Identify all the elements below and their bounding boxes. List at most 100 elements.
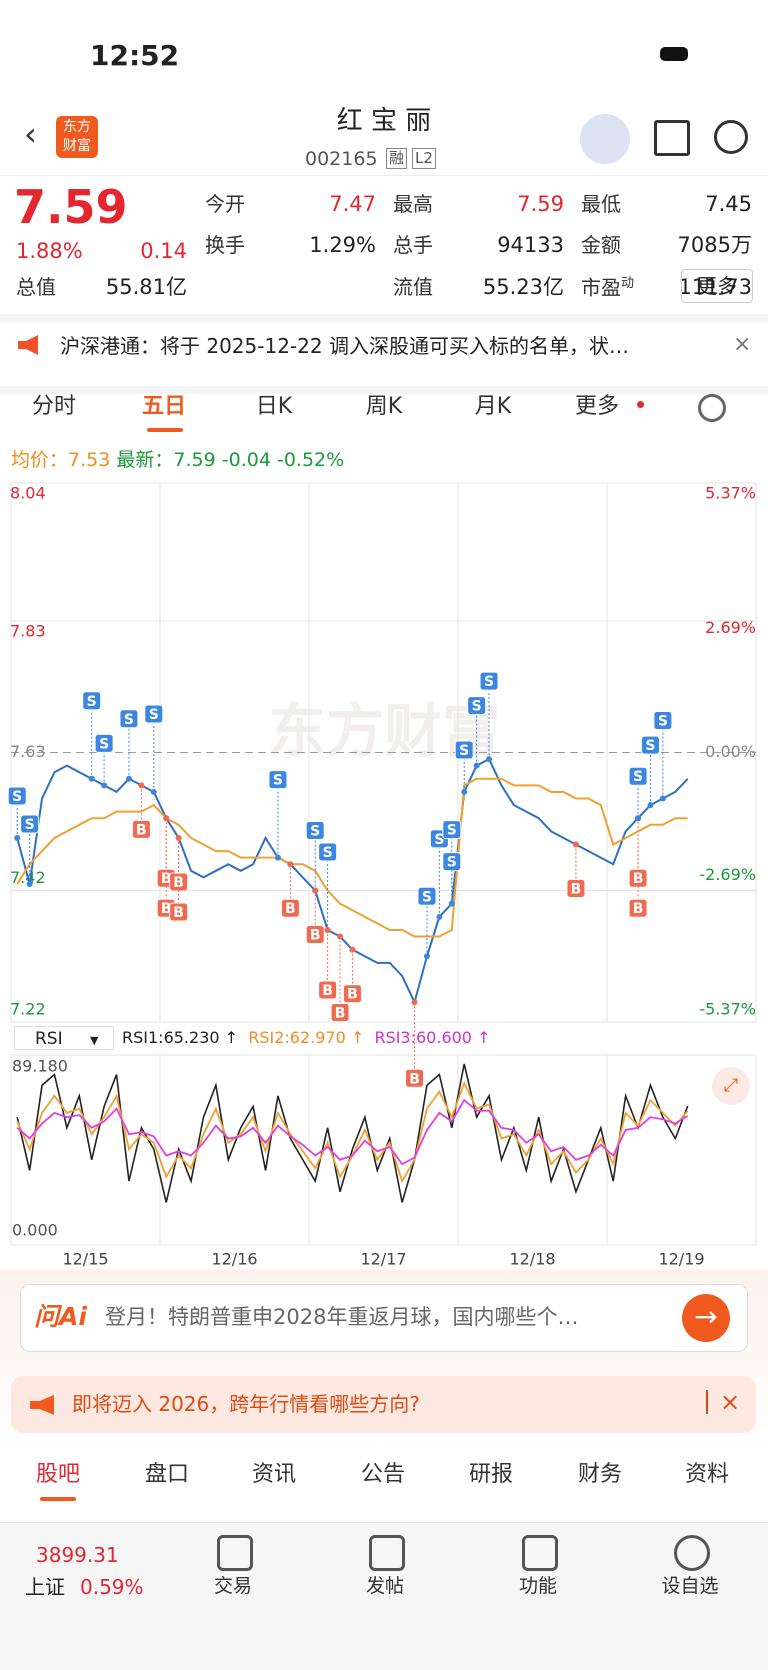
marker-dot xyxy=(486,756,493,763)
marker-dot xyxy=(88,775,95,782)
ai-bar[interactable] xyxy=(20,1284,748,1352)
marker-label: S xyxy=(459,743,469,759)
banner[interactable] xyxy=(11,1376,756,1433)
banner-close[interactable]: × xyxy=(706,1390,740,1414)
marker-badge xyxy=(653,711,673,731)
field-label: 今开 xyxy=(205,192,245,216)
marker-dot xyxy=(461,788,468,795)
series-line xyxy=(16,1098,689,1166)
expand-button[interactable]: ⤢ xyxy=(712,1067,750,1105)
marker-badge xyxy=(268,770,288,790)
marker-dot xyxy=(138,782,145,789)
field-label: 总值 xyxy=(16,275,56,299)
marker-badge xyxy=(280,898,300,918)
tab[interactable]: 分时 xyxy=(31,394,77,419)
bottom-tab[interactable]: 公告 xyxy=(360,1462,406,1487)
assistant-avatar[interactable] xyxy=(580,114,630,164)
marker-dot xyxy=(473,762,480,769)
bottom-tab[interactable]: 股吧 xyxy=(35,1462,81,1487)
marker-label: B xyxy=(310,928,321,944)
notice-bar[interactable] xyxy=(0,314,768,394)
logo-text: 东方 xyxy=(63,119,91,135)
logo-text: 财富 xyxy=(63,138,91,154)
close-button[interactable]: × xyxy=(733,332,752,357)
marker-dot xyxy=(26,880,33,887)
bottom-tab[interactable]: 资讯 xyxy=(251,1462,297,1487)
y-tick-label: 7.63 xyxy=(10,742,46,761)
bottom-tab[interactable]: 资料 xyxy=(684,1462,730,1487)
bottom-tab[interactable]: 研报 xyxy=(468,1462,514,1487)
index-value[interactable]: 3899.31 xyxy=(36,1543,119,1567)
rsi-tick-label: 89.180 xyxy=(12,1057,68,1076)
tab[interactable]: 五日 xyxy=(141,394,187,419)
marker-badge xyxy=(7,786,27,806)
ai-logo: 问Ai xyxy=(34,1302,87,1331)
field-value: 111.73 xyxy=(678,275,752,299)
tab[interactable]: 周K xyxy=(365,394,403,419)
marker-label: S xyxy=(633,769,643,785)
marker-dot xyxy=(163,815,170,822)
nav-label[interactable]: 交易 xyxy=(213,1575,253,1597)
field-value: 7.47 xyxy=(329,192,376,216)
share-button[interactable] xyxy=(654,120,690,156)
marker-badge xyxy=(318,980,338,1000)
nav-icon[interactable] xyxy=(674,1535,710,1571)
bottom-tab[interactable]: 盘口 xyxy=(144,1462,190,1487)
marker-label: S xyxy=(124,712,134,728)
marker-label: S xyxy=(99,736,109,752)
bottom-tab[interactable]: 财务 xyxy=(577,1462,623,1487)
ai-send[interactable]: → xyxy=(682,1294,730,1342)
more-button[interactable]: 更多 xyxy=(681,269,753,303)
marker-badge xyxy=(20,814,40,834)
nav-label[interactable]: 发帖 xyxy=(365,1575,405,1597)
tab[interactable]: 日K xyxy=(255,394,293,419)
legend-value: 7.53 xyxy=(68,449,111,471)
marker-badge xyxy=(119,709,139,729)
marker-label: B xyxy=(322,983,333,999)
nav-icon[interactable] xyxy=(217,1535,253,1571)
stock-name: 红 宝 丽 xyxy=(336,106,432,136)
marker-dot xyxy=(349,946,356,953)
marker-label: B xyxy=(335,1006,346,1022)
tab[interactable]: 更多 xyxy=(574,394,620,419)
field-label: 市盈动 xyxy=(581,275,635,300)
y2-tick-label: 0.00% xyxy=(705,742,756,761)
marker-label: S xyxy=(87,694,97,710)
tab-underline xyxy=(40,1497,76,1501)
settings-button[interactable] xyxy=(698,394,726,422)
y2-tick-label: -5.37% xyxy=(699,1000,756,1019)
nav-label[interactable]: 功能 xyxy=(518,1575,558,1597)
marker-badge xyxy=(417,886,437,906)
y-tick-label: 7.22 xyxy=(10,1000,46,1019)
index-change: 0.59% xyxy=(80,1575,144,1599)
nav-icon[interactable] xyxy=(522,1535,558,1571)
marker-badge xyxy=(82,691,102,711)
field-label: 流值 xyxy=(393,275,433,299)
field-label: 最低 xyxy=(581,192,621,216)
search-button[interactable] xyxy=(714,120,748,154)
nav-label[interactable]: 设自选 xyxy=(661,1575,719,1597)
marker-label: B xyxy=(347,987,358,1003)
clock: 12:52 xyxy=(90,39,180,72)
series-line xyxy=(16,777,688,938)
marker-label: S xyxy=(310,824,320,840)
legend-label: 均价： xyxy=(11,449,69,471)
nav-icon[interactable] xyxy=(369,1535,405,1571)
marker-dot xyxy=(337,933,344,940)
tab-underline xyxy=(147,428,183,432)
marker-badge xyxy=(640,735,660,755)
back-button[interactable]: ‹ xyxy=(24,115,37,153)
y-tick-label: 7.83 xyxy=(10,622,46,641)
rsi2-value: RSI2:62.970 ↑ xyxy=(248,1028,365,1047)
marker-dot xyxy=(647,802,654,809)
marker-badge xyxy=(454,740,474,760)
series-line xyxy=(16,1080,689,1184)
tab[interactable]: 月K xyxy=(474,394,512,419)
rsi3-value: RSI3:60.600 ↑ xyxy=(374,1028,491,1047)
legend-value: 7.59 xyxy=(173,449,216,471)
indicator-select[interactable]: RSI ▼ xyxy=(14,1026,114,1050)
marker-label: S xyxy=(658,714,668,730)
marker-label: B xyxy=(285,901,296,917)
marker-badge xyxy=(330,1003,350,1023)
